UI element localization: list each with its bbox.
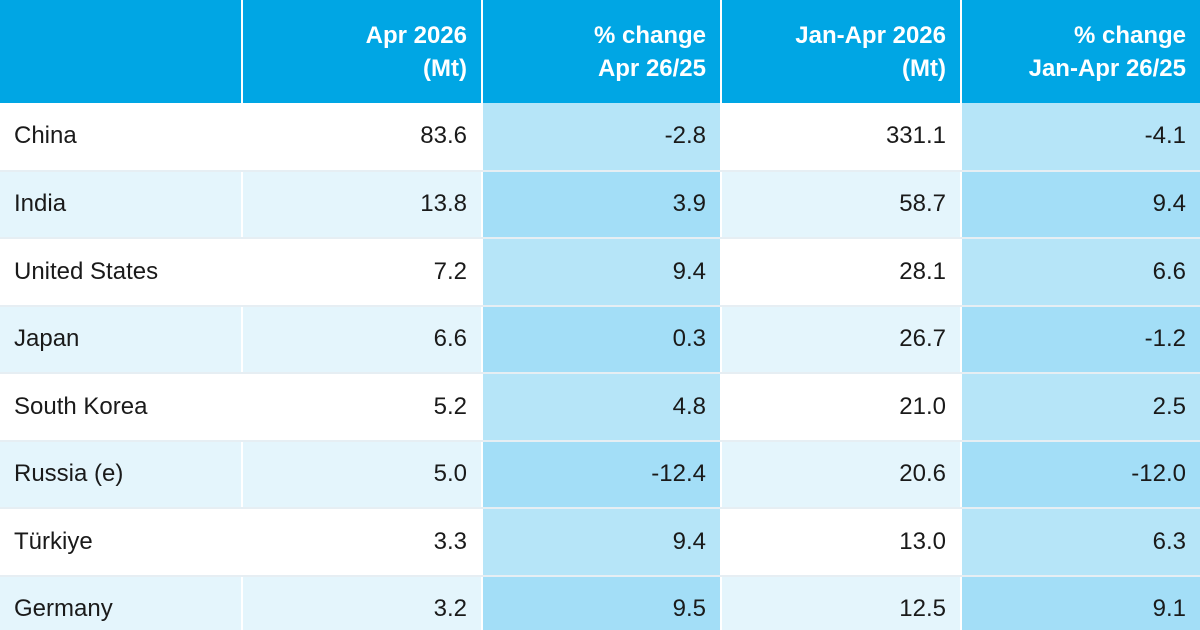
table-row: India 13.8 3.9 58.7 9.4 — [0, 170, 1200, 239]
pct-change-jan-apr-value: -4.1 — [960, 103, 1200, 172]
table-row: China 83.6 -2.8 331.1 -4.1 — [0, 103, 1200, 172]
country-name: Russia (e) — [0, 440, 243, 509]
table-row: South Korea 5.2 4.8 21.0 2.5 — [0, 373, 1200, 442]
pct-change-jan-apr-value: 6.3 — [960, 508, 1200, 577]
pct-change-apr-value: -2.8 — [481, 103, 722, 172]
country-name: Japan — [0, 305, 243, 374]
pct-change-jan-apr-value: -1.2 — [960, 305, 1200, 374]
jan-apr-2026-value: 12.5 — [720, 575, 962, 630]
apr-2026-value: 5.0 — [241, 440, 483, 509]
country-name: South Korea — [0, 373, 243, 442]
jan-apr-2026-value: 331.1 — [720, 103, 962, 172]
jan-apr-2026-value: 13.0 — [720, 508, 962, 577]
table-row: Türkiye 3.3 9.4 13.0 6.3 — [0, 508, 1200, 577]
pct-change-jan-apr-value: 9.4 — [960, 170, 1200, 239]
table-row: Russia (e) 5.0 -12.4 20.6 -12.0 — [0, 440, 1200, 509]
pct-change-apr-value: 3.9 — [481, 170, 722, 239]
header-pct-change-jan-apr: % change Jan-Apr 26/25 — [960, 0, 1200, 103]
pct-change-apr-value: 9.4 — [481, 238, 722, 307]
header-country — [0, 0, 243, 103]
header-jan-apr-2026: Jan-Apr 2026 (Mt) — [720, 0, 962, 103]
country-name: India — [0, 170, 243, 239]
apr-2026-value: 5.2 — [241, 373, 483, 442]
apr-2026-value: 13.8 — [241, 170, 483, 239]
pct-change-apr-value: 0.3 — [481, 305, 722, 374]
pct-change-jan-apr-value: -12.0 — [960, 440, 1200, 509]
table-row: Japan 6.6 0.3 26.7 -1.2 — [0, 305, 1200, 374]
pct-change-jan-apr-value: 2.5 — [960, 373, 1200, 442]
table-row: Germany 3.2 9.5 12.5 9.1 — [0, 575, 1200, 630]
apr-2026-value: 83.6 — [241, 103, 483, 172]
jan-apr-2026-value: 21.0 — [720, 373, 962, 442]
jan-apr-2026-value: 28.1 — [720, 238, 962, 307]
table-row: United States 7.2 9.4 28.1 6.6 — [0, 238, 1200, 307]
header-row: Apr 2026 (Mt) % change Apr 26/25 Jan-Apr… — [0, 0, 1200, 103]
apr-2026-value: 3.3 — [241, 508, 483, 577]
apr-2026-value: 6.6 — [241, 305, 483, 374]
apr-2026-value: 7.2 — [241, 238, 483, 307]
jan-apr-2026-value: 26.7 — [720, 305, 962, 374]
pct-change-apr-value: 4.8 — [481, 373, 722, 442]
country-name: Türkiye — [0, 508, 243, 577]
country-name: United States — [0, 238, 243, 307]
pct-change-jan-apr-value: 6.6 — [960, 238, 1200, 307]
table-body: China 83.6 -2.8 331.1 -4.1 India 13.8 3.9 58.7 9.… — [0, 103, 1200, 630]
pct-change-apr-value: 9.4 — [481, 508, 722, 577]
pct-change-apr-value: -12.4 — [481, 440, 722, 509]
pct-change-apr-value: 9.5 — [481, 575, 722, 630]
jan-apr-2026-value: 58.7 — [720, 170, 962, 239]
country-name: Germany — [0, 575, 243, 630]
country-name: China — [0, 103, 243, 172]
header-pct-change-apr: % change Apr 26/25 — [481, 0, 722, 103]
apr-2026-value: 3.2 — [241, 575, 483, 630]
jan-apr-2026-value: 20.6 — [720, 440, 962, 509]
table-header: Apr 2026 (Mt) % change Apr 26/25 Jan-Apr… — [0, 0, 1200, 103]
pct-change-jan-apr-value: 9.1 — [960, 575, 1200, 630]
header-apr-2026: Apr 2026 (Mt) — [241, 0, 483, 103]
